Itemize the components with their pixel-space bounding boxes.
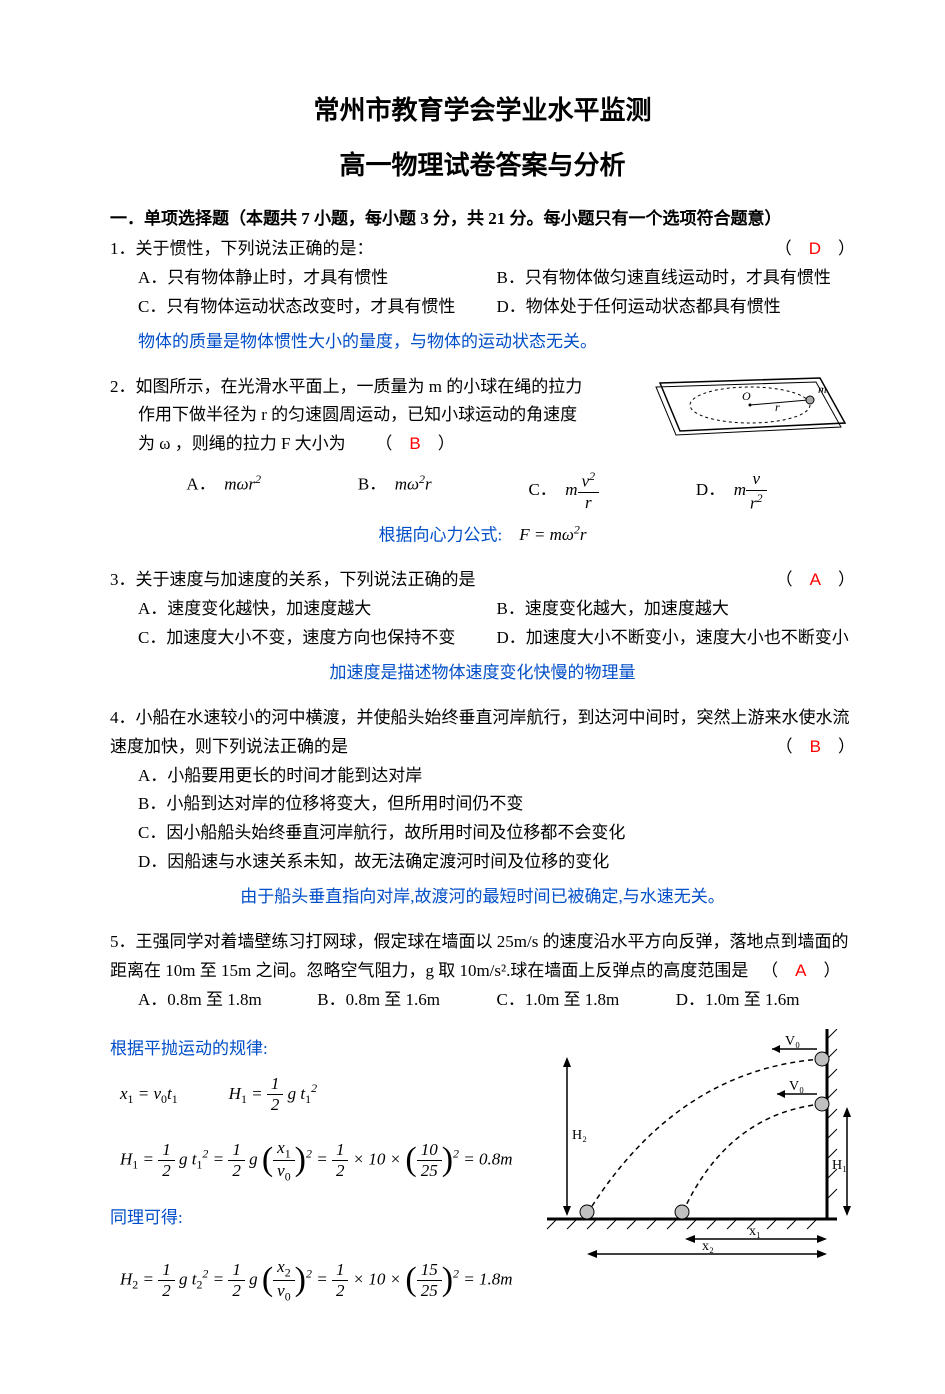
q5-eq1: x1 = v0t1 H1 = 12 g t12 bbox=[110, 1074, 527, 1116]
q5-eq3: H2 = 12 g t22 = 12 g (x2v0)2 = 12 × 10 ×… bbox=[110, 1243, 527, 1318]
svg-text:x₂: x₂ bbox=[702, 1239, 714, 1254]
q4-opt-d: D．因船速与水速关系未知，故无法确定渡河时间及位移的变化 bbox=[138, 848, 855, 877]
q5-opt-a: A．0.8m 至 1.8m bbox=[138, 986, 317, 1015]
svg-text:r: r bbox=[775, 400, 780, 414]
q2-opt-b: B． mω2r bbox=[358, 469, 432, 513]
q5-answer: A bbox=[795, 961, 806, 980]
section-header: 一．单项选择题（本题共 7 小题，每小题 3 分，共 21 分。每小题只有一个选… bbox=[110, 204, 855, 229]
question-3: 3．关于速度与加速度的关系，下列说法正确的是 （ A ） A．速度变化越快，加速… bbox=[110, 566, 855, 688]
q1-number: 1． bbox=[110, 235, 136, 264]
q1-opt-d: D．物体处于任何运动状态都具有惯性 bbox=[497, 293, 856, 322]
svg-text:V₀: V₀ bbox=[785, 1034, 800, 1049]
q1-opt-a: A．只有物体静止时，才具有惯性 bbox=[138, 264, 497, 293]
q3-opt-a: A．速度变化越快，加速度越大 bbox=[138, 595, 497, 624]
q5-exp2: 同理可得: bbox=[110, 1204, 527, 1233]
q4-answer: B bbox=[810, 737, 821, 756]
q2-opt-d: D． mvr2 bbox=[696, 469, 767, 513]
q1-answer: D bbox=[809, 239, 821, 258]
q2-answer: B bbox=[409, 434, 420, 453]
q1-opt-c: C．只有物体运动状态改变时，才具有惯性 bbox=[138, 293, 497, 322]
q1-stem: 关于惯性，下列说法正确的是： bbox=[136, 239, 374, 258]
q4-opt-a: A．小船要用更长的时间才能到达对岸 bbox=[138, 762, 855, 791]
q5-figure: V₀ V₀ H₂ H₁ x₁ bbox=[527, 1029, 857, 1259]
svg-text:m: m bbox=[818, 382, 827, 396]
question-4: 4．小船在水速较小的河中横渡，并使船头始终垂直河岸航行，到达河中间时，突然上游来… bbox=[110, 704, 855, 912]
q3-explanation: 加速度是描述物体速度变化快慢的物理量 bbox=[110, 659, 855, 688]
page-title-sub: 高一物理试卷答案与分析 bbox=[110, 145, 855, 182]
svg-text:H₂: H₂ bbox=[572, 1128, 587, 1143]
q2-number: 2． bbox=[110, 373, 136, 402]
q2-stem-1: 如图所示，在光滑水平面上，一质量为 m 的小球在绳的拉力 bbox=[136, 377, 583, 396]
q4-answer-bracket: （ B ） bbox=[776, 733, 855, 762]
q5-opt-b: B．0.8m 至 1.6m bbox=[317, 986, 496, 1015]
q5-number: 5． bbox=[110, 928, 136, 957]
page-title-main: 常州市教育学会学业水平监测 bbox=[110, 90, 855, 127]
q3-stem: 关于速度与加速度的关系，下列说法正确的是 bbox=[136, 570, 476, 589]
question-5: 5．王强同学对着墙壁练习打网球，假定球在墙面以 25m/s 的速度沿水平方向反弹… bbox=[110, 928, 855, 1318]
q3-opt-b: B．速度变化越大，加速度越大 bbox=[497, 595, 856, 624]
q1-explanation: 物体的质量是物体惯性大小的量度，与物体的运动状态无关。 bbox=[110, 328, 855, 357]
q4-number: 4． bbox=[110, 704, 136, 733]
q3-answer: A bbox=[810, 570, 821, 589]
question-1: 1．关于惯性，下列说法正确的是： （ D ） A．只有物体静止时，才具有惯性 B… bbox=[110, 235, 855, 357]
q4-opt-b: B．小船到达对岸的位移将变大，但所用时间仍不变 bbox=[138, 790, 855, 819]
q5-opt-c: C．1.0m 至 1.8m bbox=[497, 986, 676, 1015]
q4-opt-c: C．因小船船头始终垂直河岸航行，故所用时间及位移都不会变化 bbox=[138, 819, 855, 848]
q2-figure: O r m bbox=[650, 373, 850, 443]
q1-opt-b: B．只有物体做匀速直线运动时，才具有惯性 bbox=[497, 264, 856, 293]
question-2: O r m 2．如图所示，在光滑水平面上，一质量为 m 的小球在绳的拉力 作用下… bbox=[110, 373, 855, 551]
q2-stem-2: 作用下做半径为 r 的匀速圆周运动，已知小球运动的角速度 bbox=[110, 401, 577, 430]
svg-text:V₀: V₀ bbox=[789, 1079, 804, 1094]
q1-answer-bracket: （ D ） bbox=[775, 235, 855, 264]
q5-stem: 王强同学对着墙壁练习打网球，假定球在墙面以 25m/s 的速度沿水平方向反弹，落… bbox=[110, 932, 849, 980]
q2-explanation-label: 根据向心力公式: bbox=[379, 525, 503, 544]
q2-stem-3: 为 ω ，则绳的拉力 F 大小为 bbox=[110, 430, 346, 459]
q4-explanation: 由于船头垂直指向对岸,故渡河的最短时间已被确定,与水速无关。 bbox=[110, 883, 855, 912]
q5-opt-d: D．1.0m 至 1.6m bbox=[676, 986, 855, 1015]
q2-explanation: 根据向心力公式: F = mω2r bbox=[110, 520, 855, 551]
q2-opt-a: A． mωr2 bbox=[186, 469, 261, 513]
q5-eq2: H1 = 12 g t12 = 12 g (x1v0)2 = 12 × 10 ×… bbox=[110, 1123, 527, 1198]
svg-text:H₁: H₁ bbox=[832, 1158, 847, 1173]
q2-opt-c: C． mv2r bbox=[528, 469, 599, 513]
q3-answer-bracket: （ A ） bbox=[776, 566, 855, 595]
q4-stem: 小船在水速较小的河中横渡，并使船头始终垂直河岸航行，到达河中间时，突然上游来水使… bbox=[110, 708, 850, 756]
q3-number: 3． bbox=[110, 566, 136, 595]
q3-opt-d: D．加速度大小不断变小，速度大小也不断变小 bbox=[497, 624, 856, 653]
svg-text:x₁: x₁ bbox=[749, 1224, 761, 1239]
q5-exp1: 根据平抛运动的规律: bbox=[110, 1035, 527, 1064]
q3-opt-c: C．加速度大小不变，速度方向也保持不变 bbox=[138, 624, 497, 653]
svg-text:O: O bbox=[742, 389, 751, 403]
